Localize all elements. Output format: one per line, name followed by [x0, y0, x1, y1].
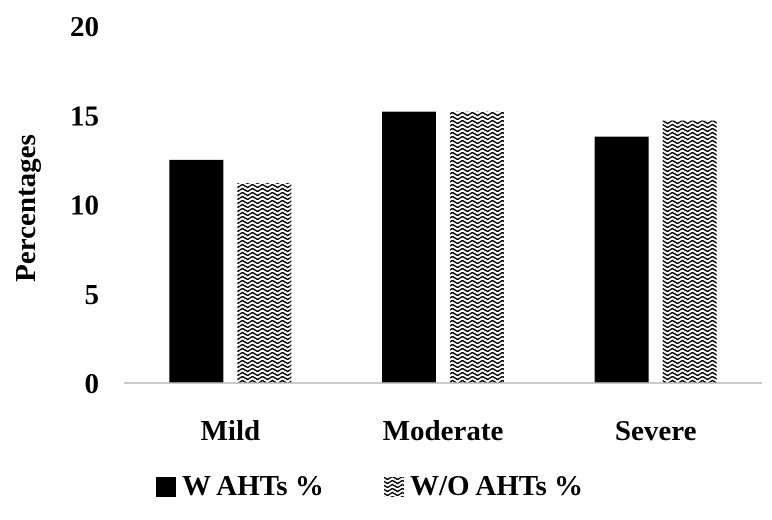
legend-label: W AHTs % — [182, 470, 324, 502]
y-axis-ticks: 0 5 10 15 20 — [70, 11, 99, 400]
y-tick-label: 20 — [70, 11, 99, 43]
y-tick-label: 5 — [85, 279, 100, 311]
x-tick-label: Severe — [615, 415, 697, 447]
legend-swatch — [384, 477, 404, 497]
bar — [662, 120, 717, 383]
bars-group — [169, 111, 717, 384]
y-tick-label: 0 — [85, 368, 100, 400]
y-axis-label: Percentages — [10, 134, 42, 282]
x-tick-label: Moderate — [383, 415, 504, 447]
y-tick-label: 10 — [70, 190, 99, 222]
x-tick-label: Mild — [201, 415, 261, 447]
bar — [237, 183, 292, 383]
x-axis-tick-labels: Mild Moderate Severe — [201, 415, 697, 447]
bar — [382, 111, 436, 384]
bar — [450, 111, 504, 384]
bar — [594, 136, 649, 383]
bar — [169, 159, 224, 383]
y-tick-label: 15 — [70, 100, 99, 132]
legend: W AHTs % W/O AHTs % — [156, 470, 583, 502]
legend-swatch — [156, 477, 176, 497]
legend-label: W/O AHTs % — [410, 470, 583, 502]
